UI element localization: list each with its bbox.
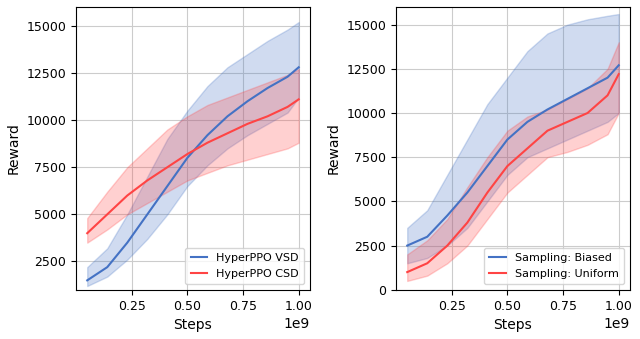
X-axis label: Steps: Steps	[493, 318, 532, 332]
Sampling: Uniform: (5e+08, 7e+03): Uniform: (5e+08, 7e+03)	[504, 164, 511, 168]
HyperPPO VSD	[184, 156, 191, 160]
HyperPPO CSD	[184, 152, 191, 156]
Sampling: Uniform: (1.4e+08, 1.5e+03): Uniform: (1.4e+08, 1.5e+03)	[424, 261, 431, 265]
Sampling: Uniform: (9.5e+08, 1.1e+04): Uniform: (9.5e+08, 1.1e+04)	[604, 93, 611, 97]
Sampling: Uniform: (4.1e+08, 5.5e+03): Uniform: (4.1e+08, 5.5e+03)	[484, 191, 492, 195]
HyperPPO CSD	[204, 141, 211, 145]
Sampling: Biased: (5e+07, 2.5e+03): Biased: (5e+07, 2.5e+03)	[403, 243, 411, 247]
Sampling: Biased: (5e+08, 8.5e+03): Biased: (5e+08, 8.5e+03)	[504, 138, 511, 142]
HyperPPO VSD	[295, 65, 303, 69]
HyperPPO VSD	[284, 75, 291, 79]
HyperPPO VSD	[264, 86, 271, 90]
HyperPPO VSD	[204, 133, 211, 137]
HyperPPO CSD	[244, 122, 252, 126]
HyperPPO CSD	[104, 212, 111, 216]
HyperPPO VSD	[223, 114, 231, 118]
HyperPPO CSD	[143, 178, 151, 182]
HyperPPO CSD	[83, 231, 91, 235]
Sampling: Uniform: (8.6e+08, 1e+04): Uniform: (8.6e+08, 1e+04)	[584, 111, 591, 115]
HyperPPO VSD	[164, 184, 172, 188]
Sampling: Uniform: (6.8e+08, 9e+03): Uniform: (6.8e+08, 9e+03)	[543, 128, 551, 133]
Y-axis label: Reward: Reward	[7, 122, 21, 174]
HyperPPO CSD	[284, 105, 291, 109]
HyperPPO CSD	[264, 114, 271, 118]
Sampling: Biased: (1e+09, 1.27e+04): Biased: (1e+09, 1.27e+04)	[615, 63, 623, 67]
Legend: Sampling: Biased, Sampling: Uniform: Sampling: Biased, Sampling: Uniform	[484, 247, 624, 284]
HyperPPO CSD	[223, 131, 231, 135]
Line: Sampling: Biased: Sampling: Biased	[407, 65, 619, 245]
Sampling: Biased: (5.9e+08, 9.5e+03): Biased: (5.9e+08, 9.5e+03)	[524, 120, 531, 124]
Sampling: Biased: (3.2e+08, 5.5e+03): Biased: (3.2e+08, 5.5e+03)	[463, 191, 471, 195]
HyperPPO VSD	[83, 278, 91, 282]
Sampling: Uniform: (7.7e+08, 9.5e+03): Uniform: (7.7e+08, 9.5e+03)	[564, 120, 572, 124]
Line: HyperPPO CSD: HyperPPO CSD	[87, 99, 299, 233]
Sampling: Biased: (9.5e+08, 1.2e+04): Biased: (9.5e+08, 1.2e+04)	[604, 76, 611, 80]
HyperPPO VSD	[104, 265, 111, 269]
Sampling: Uniform: (2.3e+08, 2.5e+03): Uniform: (2.3e+08, 2.5e+03)	[444, 243, 451, 247]
Sampling: Biased: (6.8e+08, 1.02e+04): Biased: (6.8e+08, 1.02e+04)	[543, 107, 551, 112]
Sampling: Uniform: (3.2e+08, 3.8e+03): Uniform: (3.2e+08, 3.8e+03)	[463, 221, 471, 225]
X-axis label: Steps: Steps	[173, 318, 212, 332]
Sampling: Biased: (4.1e+08, 7e+03): Biased: (4.1e+08, 7e+03)	[484, 164, 492, 168]
HyperPPO CSD	[164, 165, 172, 169]
HyperPPO VSD	[124, 241, 131, 245]
Sampling: Biased: (8.6e+08, 1.14e+04): Biased: (8.6e+08, 1.14e+04)	[584, 86, 591, 90]
HyperPPO VSD	[244, 99, 252, 103]
Line: HyperPPO VSD: HyperPPO VSD	[87, 67, 299, 280]
Sampling: Uniform: (5e+07, 1e+03): Uniform: (5e+07, 1e+03)	[403, 270, 411, 274]
Sampling: Biased: (2.3e+08, 4.2e+03): Biased: (2.3e+08, 4.2e+03)	[444, 214, 451, 218]
HyperPPO VSD	[143, 212, 151, 216]
Legend: HyperPPO VSD, HyperPPO CSD: HyperPPO VSD, HyperPPO CSD	[185, 247, 304, 284]
Sampling: Uniform: (5.9e+08, 8e+03): Uniform: (5.9e+08, 8e+03)	[524, 146, 531, 151]
HyperPPO CSD	[124, 194, 131, 198]
HyperPPO CSD	[295, 97, 303, 101]
Sampling: Biased: (1.4e+08, 3e+03): Biased: (1.4e+08, 3e+03)	[424, 235, 431, 239]
Line: Sampling: Uniform: Sampling: Uniform	[407, 74, 619, 272]
Sampling: Uniform: (1e+09, 1.22e+04): Uniform: (1e+09, 1.22e+04)	[615, 72, 623, 76]
Sampling: Biased: (7.7e+08, 1.08e+04): Biased: (7.7e+08, 1.08e+04)	[564, 97, 572, 101]
Y-axis label: Reward: Reward	[327, 122, 341, 174]
